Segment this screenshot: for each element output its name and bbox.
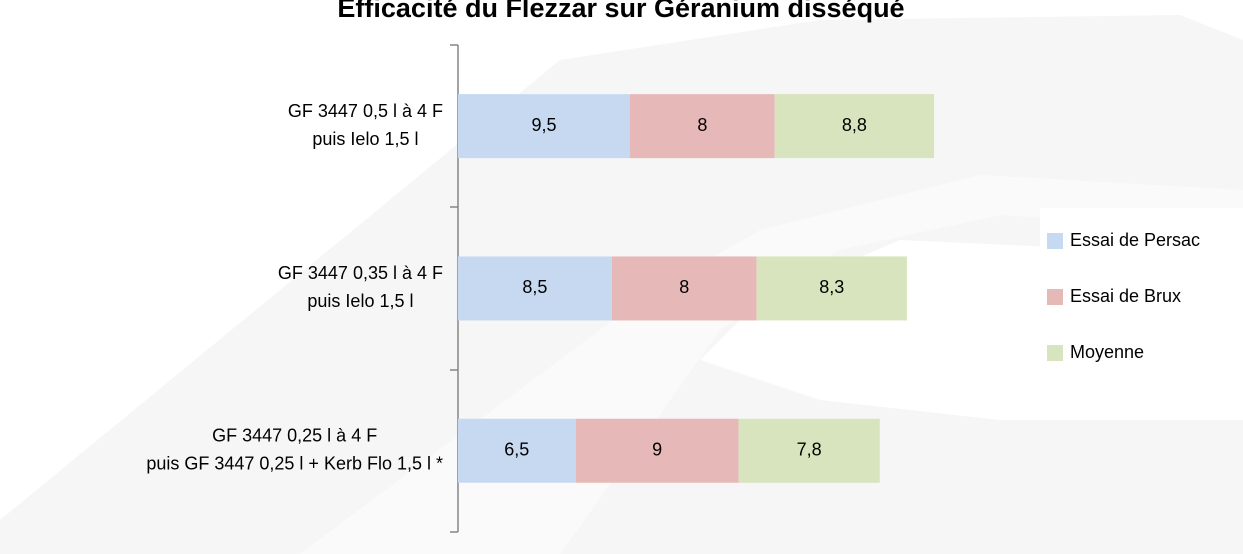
bar-segment xyxy=(458,256,612,321)
data-label: 6,5 xyxy=(504,440,529,460)
data-label: 8 xyxy=(697,115,707,135)
bar-segment xyxy=(458,94,630,159)
y-tick-label: GF 3447 0,35 l à 4 F xyxy=(278,263,443,283)
chart-title: Efficacité du Flezzar sur Géranium dissé… xyxy=(337,0,904,23)
legend-label: Essai de Persac xyxy=(1070,230,1200,250)
y-tick-label: puis Ielo 1,5 l xyxy=(307,291,413,311)
legend-label: Essai de Brux xyxy=(1070,286,1181,306)
bar-segment xyxy=(629,94,775,159)
data-label: 9,5 xyxy=(531,115,556,135)
y-tick-label: GF 3447 0,5 l à 4 F xyxy=(288,101,443,121)
data-label: 8,5 xyxy=(522,277,547,297)
legend-swatch xyxy=(1047,345,1063,361)
y-tick-label: puis GF 3447 0,25 l + Kerb Flo 1,5 l * xyxy=(146,454,443,474)
data-label: 7,8 xyxy=(797,440,822,460)
legend-swatch xyxy=(1047,233,1063,249)
bar-segment xyxy=(575,418,739,483)
bar-segment xyxy=(458,418,576,483)
bar-segment xyxy=(738,418,880,483)
legend-swatch xyxy=(1047,289,1063,305)
bar-segment xyxy=(774,94,935,159)
data-label: 9 xyxy=(652,440,662,460)
y-tick-label: puis Ielo 1,5 l xyxy=(312,129,418,149)
data-label: 8 xyxy=(679,277,689,297)
data-label: 8,8 xyxy=(842,115,867,135)
legend-label: Moyenne xyxy=(1070,342,1144,362)
bar-segment xyxy=(611,256,757,321)
data-label: 8,3 xyxy=(819,277,844,297)
legend-box xyxy=(1040,208,1243,405)
y-tick-label: GF 3447 0,25 l à 4 F xyxy=(212,426,377,446)
bar-segment xyxy=(756,256,907,321)
